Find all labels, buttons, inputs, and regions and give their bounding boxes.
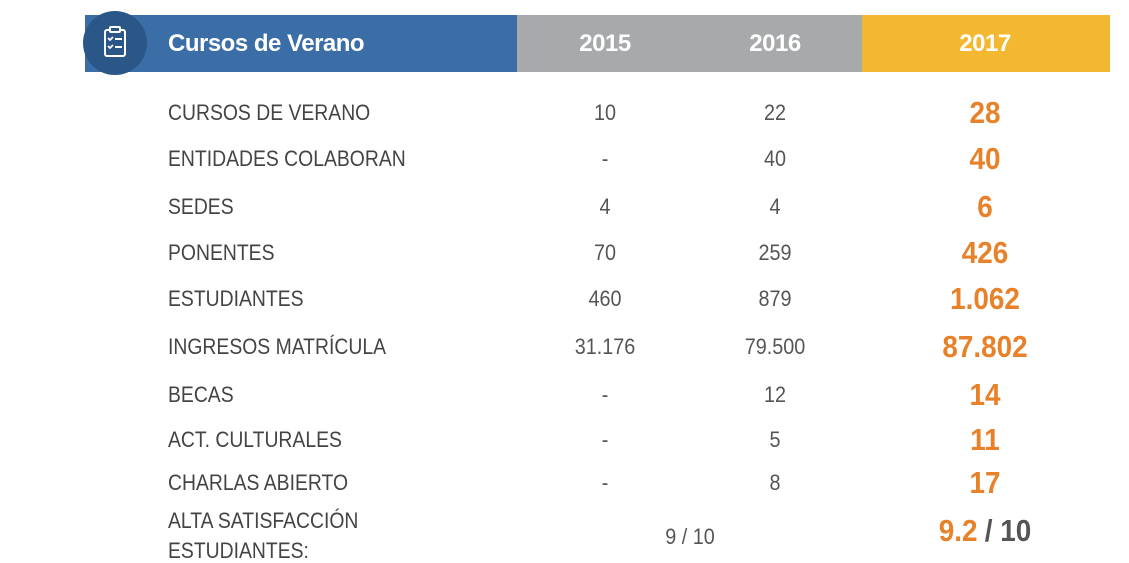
value-2016: 259 [758,240,792,265]
value-2015: - [601,470,609,495]
header-title: Cursos de Verano [168,30,365,57]
value-2017: 17 [969,465,1001,500]
row-label: ESTUDIANTES: [168,538,309,563]
value-2015: 70 [593,240,617,265]
value-current-suffix: / 10 [984,513,1032,548]
value-2016: 12 [763,382,787,407]
value-2017: 6 [977,189,993,224]
value-2016: 4 [769,194,781,219]
value-2017: 87.802 [942,329,1028,364]
value-2015: 31.176 [574,334,636,359]
value-current: 9.2 [938,513,978,548]
value-2017: 426 [961,235,1009,270]
value-2015: - [601,382,609,407]
value-2016: 22 [763,100,787,125]
value-2017: 28 [969,95,1001,130]
row-label: ENTIDADES COLABORAN [168,146,406,171]
row-label: INGRESOS MATRÍCULA [168,334,387,359]
value-2016: 5 [769,427,781,452]
value-2016: 879 [758,286,792,311]
value-2015: - [601,146,609,171]
header-gray-band [517,15,862,72]
value-2017: 40 [969,141,1001,176]
header-year: 2016 [749,30,801,57]
row-label: ALTA SATISFACCIÓN [168,508,359,533]
value-current-wrap: 9.2/ 10 [939,513,1032,549]
value-2015: 4 [599,194,611,219]
value-2016: 79.500 [744,334,806,359]
header-title-band [85,15,517,72]
row-label: BECAS [168,382,234,407]
row-label: PONENTES [168,240,275,265]
value-2015: 10 [593,100,617,125]
header-year: 2015 [579,30,631,57]
row-label: ACT. CULTURALES [168,427,342,452]
row-label: ESTUDIANTES [168,286,304,311]
row-label: CHARLAS ABIERTO [168,470,349,495]
clipboard-icon [83,11,147,75]
value-2015: 460 [588,286,622,311]
value-previous: 9 / 10 [665,524,715,549]
value-2017: 11 [970,422,1000,457]
value-2016: 8 [769,470,781,495]
value-2016: 40 [763,146,787,171]
value-2015: - [601,427,609,452]
row-label: CURSOS DE VERANO [168,100,371,125]
header-year: 2017 [959,30,1011,57]
value-2017: 1.062 [950,281,1020,316]
value-2017: 14 [969,377,1001,412]
header-highlight-band [862,15,1110,72]
row-label: SEDES [168,194,234,219]
